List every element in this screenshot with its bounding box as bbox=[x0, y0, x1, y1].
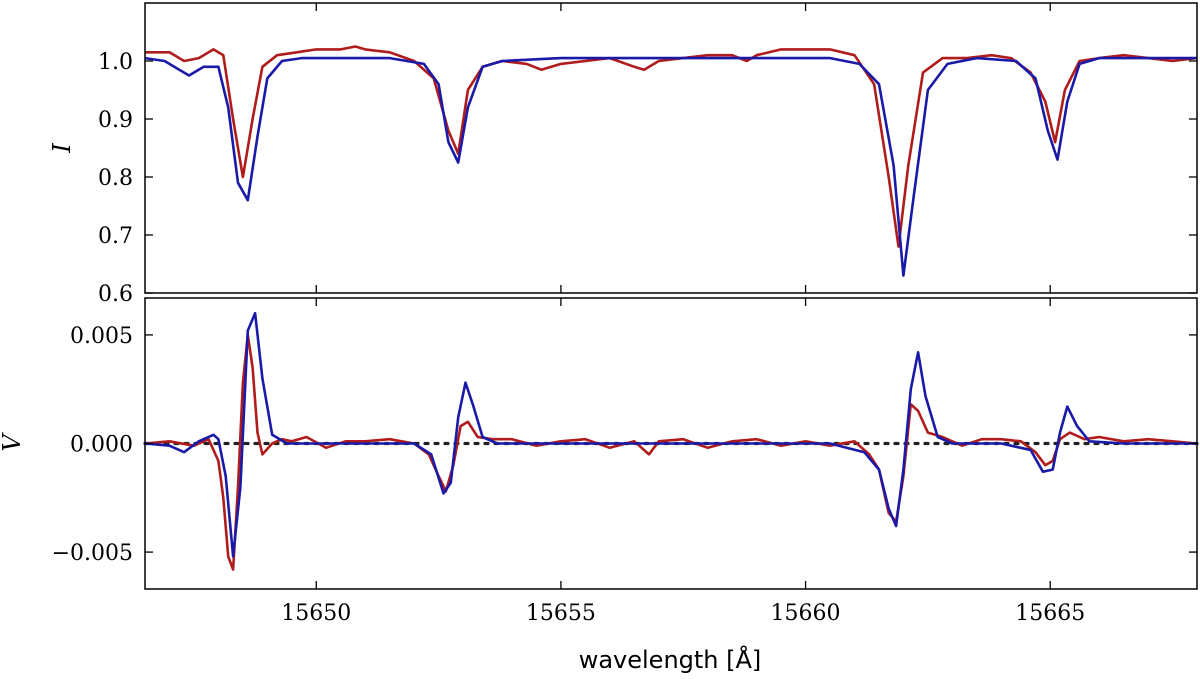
top-y-axis-label: I bbox=[48, 143, 76, 154]
top-y-tick-label: 0.6 bbox=[98, 282, 133, 307]
bottom-series-0-line bbox=[145, 333, 1197, 571]
bottom-x-tick-label: 15660 bbox=[771, 601, 841, 626]
bottom-x-tick-label: 15650 bbox=[281, 601, 351, 626]
bottom-y-tick-label: 0.005 bbox=[70, 324, 133, 349]
top-series-1-line bbox=[145, 56, 1197, 277]
top-series-0-line bbox=[145, 45, 1197, 248]
top-axes-frame bbox=[144, 2, 1198, 294]
top-y-tick-label: 0.8 bbox=[98, 166, 133, 191]
bottom-x-tick-label: 15655 bbox=[526, 601, 596, 626]
intensity-panel: 0.6 0.7 0.8 0.9 1.0 bbox=[98, 2, 1198, 307]
bottom-x-tick-label: 15665 bbox=[1015, 601, 1085, 626]
top-y-tick-label: 0.9 bbox=[98, 108, 133, 133]
top-y-tick-label: 0.7 bbox=[98, 224, 133, 249]
top-y-tick-label: 1.0 bbox=[98, 50, 133, 75]
bottom-series-1-line bbox=[145, 311, 1197, 558]
bottom-y-tick-label: 0.000 bbox=[70, 433, 133, 458]
x-axis-label: wavelength [Å] bbox=[579, 645, 762, 674]
bottom-y-tick-label: −0.005 bbox=[52, 541, 133, 566]
stokes-v-panel: 15650 15655 15660 15665 −0.005 0.000 0.005 bbox=[52, 297, 1199, 626]
bottom-y-axis-label: V bbox=[0, 432, 26, 452]
